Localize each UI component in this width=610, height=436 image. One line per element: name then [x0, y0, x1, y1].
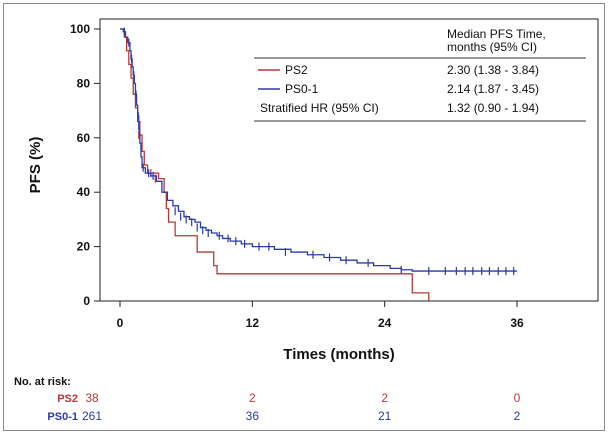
risk-value: 21 [378, 409, 392, 423]
risk-row-label: PS0-1 [47, 411, 78, 423]
axes: 0 20 40 60 80 100 0 12 24 36 Times (months) PFS (%) [27, 18, 599, 363]
y-tick-label: 20 [77, 240, 91, 254]
risk-row-label: PS2 [57, 393, 78, 405]
y-tick-label: 0 [83, 294, 90, 308]
y-tick-label: 40 [77, 185, 91, 199]
legend-value: 2.30 (1.38 - 3.84) [447, 63, 539, 77]
y-axis-title: PFS (%) [27, 137, 44, 194]
y-tick-label: 80 [77, 76, 91, 90]
risk-value: 38 [85, 391, 99, 405]
x-tick-label: 36 [510, 316, 524, 330]
y-tick-label: 100 [70, 22, 90, 36]
risk-value: 2 [381, 391, 388, 405]
x-axis-title: Times (months) [283, 346, 394, 363]
y-tick-label: 60 [77, 131, 91, 145]
legend-value: 1.32 (0.90 - 1.94) [447, 101, 539, 115]
risk-value: 2 [249, 391, 256, 405]
risk-table-header: No. at risk: [14, 376, 71, 388]
legend-label: PS2 [285, 63, 308, 77]
x-tick-label: 24 [378, 316, 392, 330]
series-group [120, 27, 517, 301]
risk-value: 261 [82, 409, 102, 423]
legend-value: 2.14 (1.87 - 3.45) [447, 82, 539, 96]
x-tick-label: 0 [117, 316, 124, 330]
legend-header: Median PFS Time, [447, 27, 546, 41]
x-tick-label: 12 [246, 316, 260, 330]
series-line-ps2 [120, 28, 430, 301]
legend-header: months (95% CI) [447, 40, 537, 54]
legend-label: Stratified HR (95% CI) [260, 101, 379, 115]
plot-frame [99, 18, 599, 302]
legend: Median PFS Time,months (95% CI) PS2 2.30 (… [254, 27, 586, 122]
risk-value: 2 [514, 409, 521, 423]
risk-table: No. at risk: PS2 38 2 2 0 PS0-1 261 36 21 2 [14, 376, 521, 423]
legend-label: PS0-1 [285, 82, 319, 96]
risk-value: 0 [514, 391, 521, 405]
figure-frame [3, 3, 605, 431]
risk-value: 36 [246, 409, 260, 423]
